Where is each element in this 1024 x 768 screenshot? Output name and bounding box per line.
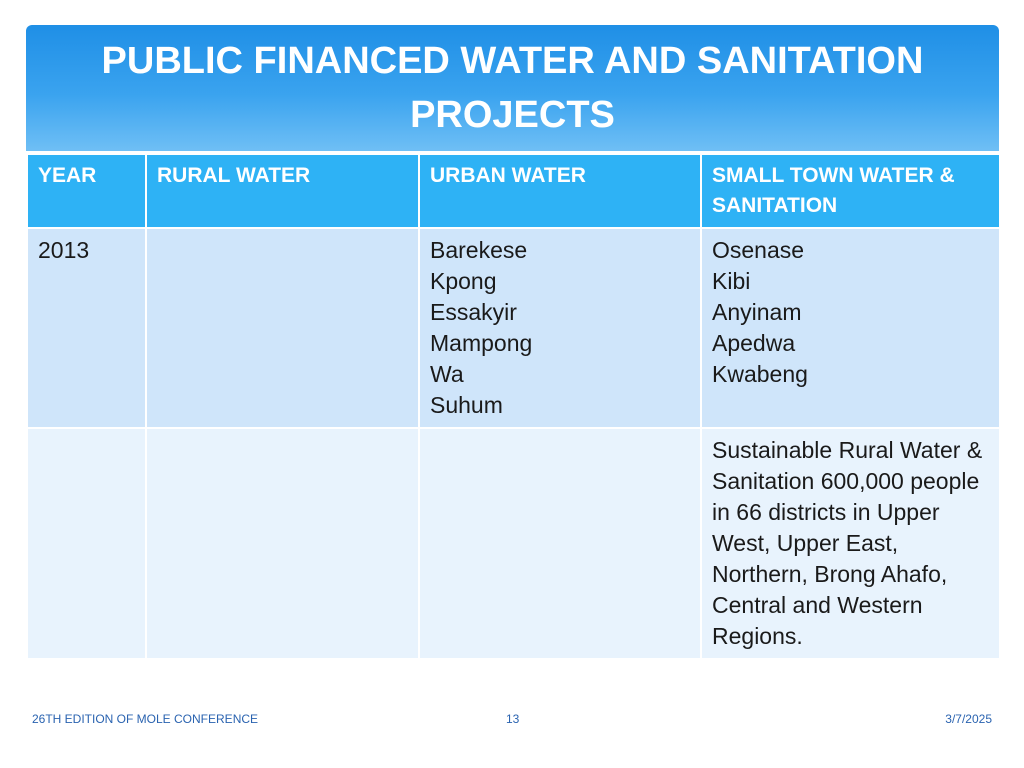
projects-table: YEAR RURAL WATER URBAN WATER SMALL TOWN …: [26, 153, 1001, 660]
urban-project: Wa: [430, 361, 464, 387]
footer-conference-name: 26TH EDITION OF MOLE CONFERENCE: [32, 712, 259, 726]
urban-project: Suhum: [430, 392, 503, 418]
urban-project: Mampong: [430, 330, 533, 356]
cell-small-town: Osenase Kibi Anyinam Apedwa Kwabeng: [700, 227, 1001, 429]
cell-rural-water: [145, 227, 420, 429]
table-row: 2013 Barekese Kpong Essakyir Mampong Wa …: [26, 227, 1001, 429]
small-town-project: Kwabeng: [712, 361, 808, 387]
table-header-row: YEAR RURAL WATER URBAN WATER SMALL TOWN …: [26, 153, 1001, 229]
urban-project: Barekese: [430, 237, 528, 263]
urban-project: Kpong: [430, 268, 497, 294]
small-town-project: Osenase: [712, 237, 805, 263]
small-town-project: Kibi: [712, 268, 751, 294]
title-bar: PUBLIC FINANCED WATER AND SANITATION PRO…: [26, 25, 999, 151]
cell-year: 2013: [26, 227, 147, 429]
header-small-town-water-sanitation: SMALL TOWN WATER & SANITATION: [700, 153, 1001, 229]
cell-small-town: Sustainable Rural Water & Sanitation 600…: [700, 427, 1001, 660]
cell-year: [26, 427, 147, 660]
table-row: Sustainable Rural Water & Sanitation 600…: [26, 427, 1001, 660]
small-town-project-description: Sustainable Rural Water & Sanitation 600…: [712, 437, 983, 649]
slide-title: PUBLIC FINANCED WATER AND SANITATION PRO…: [101, 40, 924, 136]
urban-project: Essakyir: [430, 299, 517, 325]
cell-rural-water: [145, 427, 420, 660]
small-town-project: Apedwa: [712, 330, 796, 356]
footer-date: 3/7/2025: [945, 712, 992, 726]
footer-page-number: 13: [506, 712, 520, 726]
small-town-project: Anyinam: [712, 299, 802, 325]
cell-urban-water: Barekese Kpong Essakyir Mampong Wa Suhum: [418, 227, 702, 429]
header-urban-water: URBAN WATER: [418, 153, 702, 229]
header-year: YEAR: [26, 153, 147, 229]
cell-urban-water: [418, 427, 702, 660]
header-rural-water: RURAL WATER: [145, 153, 420, 229]
